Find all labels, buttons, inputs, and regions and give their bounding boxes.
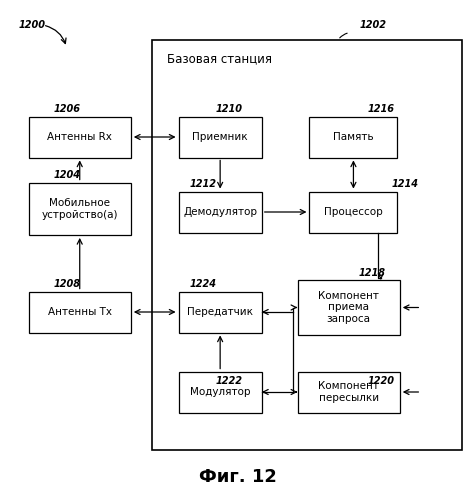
Text: 1202: 1202 [359,20,387,30]
Text: Компонент
пересылки: Компонент пересылки [318,381,379,403]
Text: 1224: 1224 [189,279,216,289]
Text: 1200: 1200 [19,20,46,30]
Text: 1216: 1216 [368,104,395,114]
FancyBboxPatch shape [298,280,400,335]
Text: Мобильное
устройство(а): Мобильное устройство(а) [41,198,118,220]
FancyBboxPatch shape [29,292,131,333]
Text: Передатчик: Передатчик [187,307,253,317]
FancyBboxPatch shape [309,116,397,158]
Text: 1206: 1206 [53,104,80,114]
Text: Антенны Tx: Антенны Tx [48,307,112,317]
Text: 1218: 1218 [358,268,385,278]
Text: 1204: 1204 [53,170,80,180]
Text: Процессор: Процессор [324,207,383,217]
Text: Фиг. 12: Фиг. 12 [199,468,277,486]
Text: 1214: 1214 [391,179,418,189]
Text: Приемник: Приемник [192,132,248,142]
Text: 1208: 1208 [53,279,80,289]
Text: 1220: 1220 [368,376,395,386]
Text: Модулятор: Модулятор [190,387,250,397]
FancyBboxPatch shape [29,116,131,158]
FancyBboxPatch shape [309,192,397,232]
FancyBboxPatch shape [178,292,262,333]
FancyBboxPatch shape [152,40,462,450]
FancyBboxPatch shape [29,182,131,235]
FancyBboxPatch shape [178,192,262,232]
Text: 1222: 1222 [215,376,242,386]
Text: Компонент
приема
запроса: Компонент приема запроса [318,291,379,324]
FancyBboxPatch shape [178,116,262,158]
Text: Базовая станция: Базовая станция [167,52,272,66]
FancyBboxPatch shape [298,372,400,412]
Text: Память: Память [333,132,374,142]
Text: 1210: 1210 [215,104,242,114]
Text: Демодулятор: Демодулятор [183,207,257,217]
FancyBboxPatch shape [178,372,262,412]
Text: Антенны Rx: Антенны Rx [47,132,112,142]
Text: 1212: 1212 [189,179,216,189]
